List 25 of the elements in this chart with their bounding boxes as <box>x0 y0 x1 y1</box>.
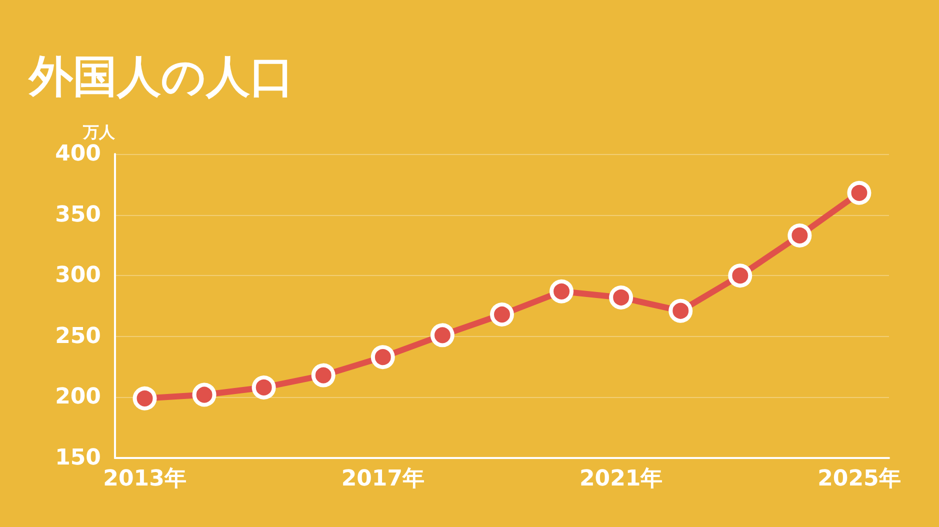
point <box>370 345 395 370</box>
point <box>788 223 812 248</box>
y-axis-title: 万人 <box>82 122 116 142</box>
point <box>490 302 514 327</box>
y-tick-label: 200 <box>55 384 101 410</box>
point <box>847 180 872 205</box>
point <box>609 285 634 310</box>
point <box>430 323 454 348</box>
x-tick-label: 2017年 <box>341 466 425 492</box>
y-tick-label: 300 <box>55 263 101 288</box>
point <box>728 264 752 288</box>
x-tick-label: 2025年 <box>818 466 901 492</box>
x-tick-label: 2013年 <box>103 466 186 492</box>
point <box>668 298 693 323</box>
y-tick-label: 400 <box>55 142 101 166</box>
point <box>192 382 216 407</box>
point <box>311 363 336 388</box>
point <box>252 375 276 400</box>
point <box>550 279 574 304</box>
y-tick-label: 150 <box>55 446 101 470</box>
chart-title: 外国人の人口 <box>27 52 294 102</box>
x-tick-label: 2021年 <box>579 466 663 492</box>
point <box>132 386 157 410</box>
y-tick-label: 250 <box>55 324 101 349</box>
y-tick-label: 350 <box>55 202 101 228</box>
